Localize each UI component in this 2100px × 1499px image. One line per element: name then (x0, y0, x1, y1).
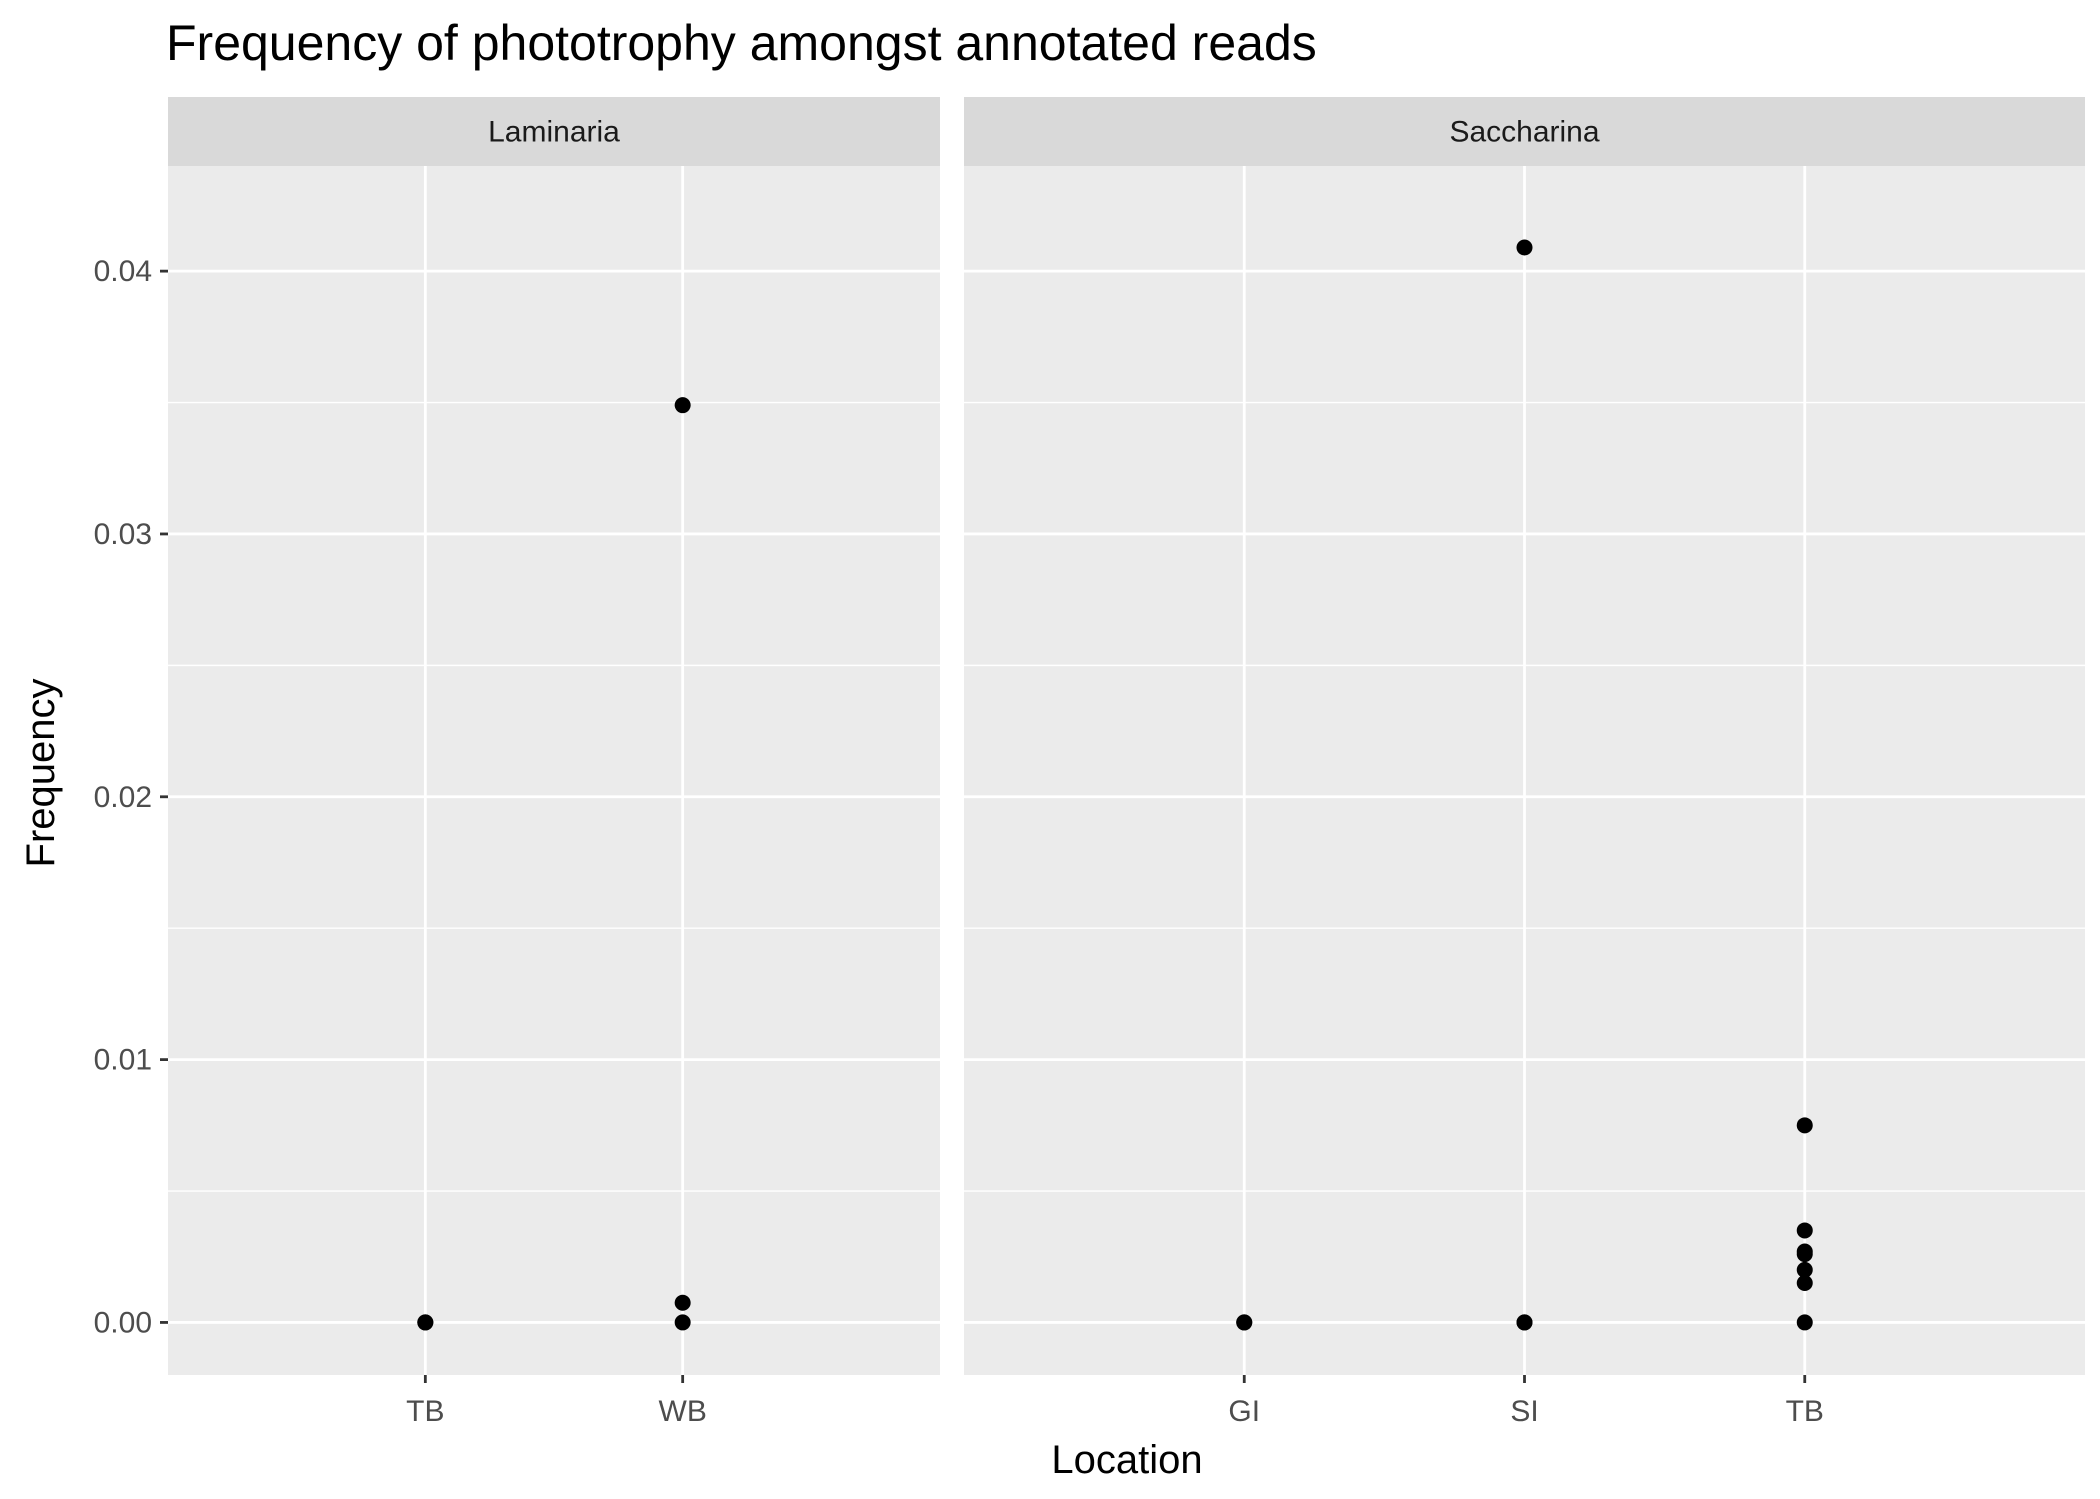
y-tick-label: 0.00 (94, 1306, 152, 1339)
y-tick-label: 0.01 (94, 1044, 152, 1077)
data-point (674, 1294, 691, 1311)
x-axis-title: Location (1051, 1438, 1202, 1482)
x-tick-label: WB (659, 1395, 707, 1428)
facet-panel-laminaria: Laminaria TB WB (168, 97, 940, 1428)
x-tick-label: TB (1786, 1395, 1824, 1428)
data-point (1796, 1117, 1813, 1134)
data-point (1236, 1314, 1253, 1331)
data-point (1796, 1261, 1813, 1278)
x-tick-label: GI (1228, 1395, 1260, 1428)
facet-strip-label: Laminaria (488, 116, 620, 149)
y-axis: 0.00 0.01 0.02 0.03 0.04 (94, 255, 168, 1339)
y-tick-label: 0.03 (94, 518, 152, 551)
x-tick-label: SI (1510, 1395, 1538, 1428)
facet-strip (964, 97, 2085, 166)
y-tick-label: 0.04 (94, 255, 152, 288)
data-point (1796, 1246, 1813, 1263)
data-point (674, 397, 691, 414)
facet-strip-label: Saccharina (1449, 116, 1599, 149)
data-point (417, 1314, 434, 1331)
facet-panels: Laminaria TB WB Saccharina GI SI TB (168, 97, 2085, 1428)
panel-background (168, 166, 940, 1375)
x-tick-label: TB (406, 1395, 444, 1428)
y-axis-title: Frequency (19, 679, 63, 868)
facet-strip (168, 97, 940, 166)
facet-panel-saccharina: Saccharina GI SI TB (964, 97, 2085, 1428)
y-tick-label: 0.02 (94, 781, 152, 814)
data-point (1516, 239, 1533, 256)
data-point (1796, 1222, 1813, 1239)
data-point (1796, 1275, 1813, 1292)
chart-title: Frequency of phototrophy amongst annotat… (166, 15, 1317, 71)
data-point (1796, 1314, 1813, 1331)
data-point (674, 1314, 691, 1331)
data-point (1516, 1314, 1533, 1331)
